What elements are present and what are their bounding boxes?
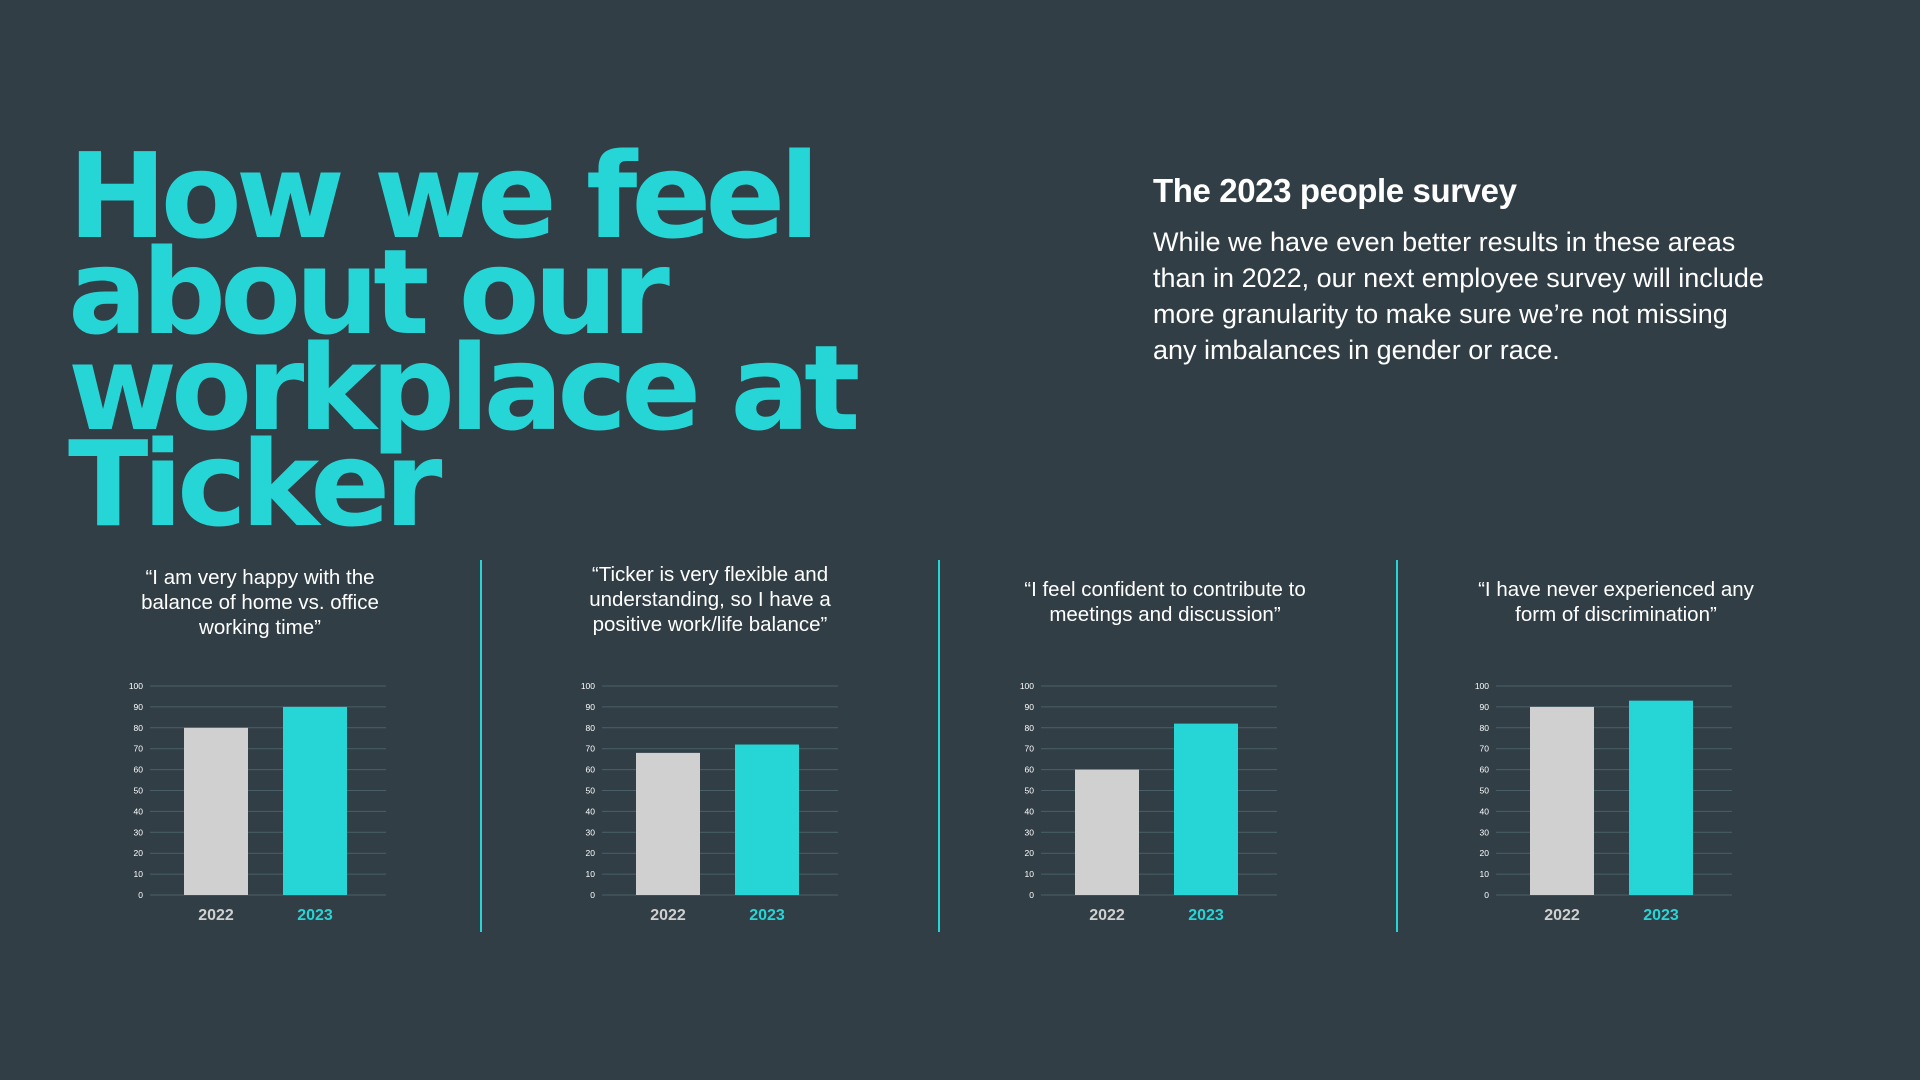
y-tick-label: 100	[129, 681, 143, 691]
y-tick-label: 40	[1480, 806, 1490, 816]
y-tick-label: 80	[1025, 723, 1035, 733]
y-tick-label: 70	[1480, 744, 1490, 754]
y-tick-label: 30	[586, 827, 596, 837]
bar-2022	[184, 727, 248, 895]
column-divider	[480, 560, 482, 932]
y-tick-label: 0	[1029, 890, 1034, 900]
bar-chart-4: 0 10 20 30 40 50 60 70 80 90 100 2022 2023	[1475, 681, 1732, 924]
y-tick-label: 60	[1025, 765, 1035, 775]
survey-heading: The 2023 people survey	[1153, 172, 1517, 209]
y-tick-label: 50	[586, 786, 596, 796]
x-tick-label: 2023	[749, 907, 785, 924]
y-tick-label: 20	[1025, 848, 1035, 858]
chart-panel-1: “I am very happy with the balance of hom…	[124, 555, 396, 945]
y-tick-label: 10	[586, 869, 596, 879]
chart-quote: “I am very happy with the balance of hom…	[141, 566, 379, 639]
x-tick-label: 2023	[1188, 907, 1224, 924]
y-tick-label: 90	[1025, 702, 1035, 712]
x-tick-label: 2022	[650, 907, 686, 924]
bar-2023	[283, 706, 347, 895]
chart-panel-4: “I have never experienced any form of di…	[1470, 555, 1762, 945]
bar-2022	[1530, 706, 1594, 895]
y-tick-label: 10	[134, 869, 144, 879]
y-tick-label: 80	[1480, 723, 1490, 733]
x-tick-label: 2022	[1089, 907, 1125, 924]
y-tick-label: 0	[138, 890, 143, 900]
bar-chart-2: 0 10 20 30 40 50 60 70 80 90 100 2022 2023	[581, 681, 838, 924]
x-tick-label: 2022	[1544, 907, 1580, 924]
y-tick-label: 10	[1480, 869, 1490, 879]
y-tick-label: 90	[134, 702, 144, 712]
y-tick-label: 10	[1025, 869, 1035, 879]
y-tick-label: 20	[134, 848, 144, 858]
bar-chart-3: 0 10 20 30 40 50 60 70 80 90 100 2022 2023	[1020, 681, 1277, 924]
x-tick-label: 2023	[1643, 907, 1679, 924]
y-tick-label: 90	[1480, 702, 1490, 712]
y-tick-label: 80	[134, 723, 144, 733]
x-tick-label: 2023	[297, 907, 333, 924]
chart-panel-3: “I feel confident to contribute to meeti…	[1015, 555, 1315, 945]
y-tick-label: 70	[586, 744, 596, 754]
y-tick-label: 60	[1480, 765, 1490, 775]
y-tick-label: 40	[134, 806, 144, 816]
y-tick-label: 20	[1480, 848, 1490, 858]
y-tick-label: 30	[1025, 827, 1035, 837]
y-tick-label: 70	[1025, 744, 1035, 754]
bar-2022	[1075, 769, 1139, 895]
chart-quote: “Ticker is very flexible and understandi…	[589, 563, 831, 636]
y-tick-label: 20	[586, 848, 596, 858]
y-tick-label: 40	[1025, 806, 1035, 816]
chart-quote: “I have never experienced any form of di…	[1478, 578, 1754, 626]
survey-description: While we have even better results in the…	[1153, 227, 1764, 365]
y-tick-label: 40	[586, 806, 596, 816]
y-tick-label: 0	[1484, 890, 1489, 900]
y-tick-label: 90	[586, 702, 596, 712]
column-divider	[1396, 560, 1398, 932]
y-tick-label: 30	[1480, 827, 1490, 837]
bar-2023	[1629, 700, 1693, 895]
y-tick-label: 100	[1475, 681, 1489, 691]
column-divider	[938, 560, 940, 932]
y-tick-label: 100	[581, 681, 595, 691]
y-tick-label: 30	[134, 827, 144, 837]
y-tick-label: 70	[134, 744, 144, 754]
y-tick-label: 60	[134, 765, 144, 775]
y-tick-label: 60	[586, 765, 596, 775]
y-tick-label: 50	[134, 786, 144, 796]
y-tick-label: 50	[1480, 786, 1490, 796]
chart-quote: “I feel confident to contribute to meeti…	[1024, 578, 1306, 626]
bar-chart-1: 0 10 20 30 40 50 60 70 80 90 100 2022 2023	[129, 681, 386, 924]
x-tick-label: 2022	[198, 907, 234, 924]
bar-2023	[735, 744, 799, 895]
bar-2022	[636, 752, 700, 895]
page-title: How we feel about our workplace at Ticke…	[68, 127, 860, 553]
y-tick-label: 0	[590, 890, 595, 900]
chart-panel-2: “Ticker is very flexible and understandi…	[576, 555, 844, 945]
y-tick-label: 50	[1025, 786, 1035, 796]
y-tick-label: 80	[586, 723, 596, 733]
bar-2023	[1174, 723, 1238, 895]
y-tick-label: 100	[1020, 681, 1034, 691]
